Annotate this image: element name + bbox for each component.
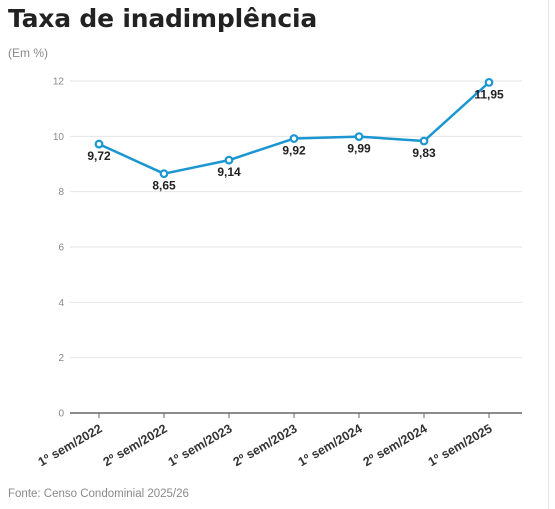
- y-tick-label: 4: [58, 298, 64, 309]
- data-points: [94, 77, 494, 179]
- data-point: [224, 155, 234, 165]
- y-tick-label: 10: [53, 132, 65, 143]
- y-tick-label: 8: [58, 187, 64, 198]
- data-point: [289, 134, 299, 143]
- x-tick-label: 2º sem/2023: [231, 421, 300, 469]
- y-tick-label: 0: [58, 409, 64, 420]
- data-label: 9,99: [347, 142, 371, 156]
- x-tick-label: 1º sem/2025: [426, 421, 495, 469]
- y-tick-label: 6: [58, 243, 64, 254]
- data-point: [484, 77, 494, 87]
- data-label: 9,72: [87, 149, 111, 163]
- y-axis-ticks: 0 2 4 6 8 10 12: [53, 77, 65, 420]
- frame-edge: [548, 0, 555, 509]
- data-point: [419, 136, 429, 146]
- data-label: 9,92: [282, 144, 306, 158]
- source-note: Fonte: Censo Condominial 2025/26: [8, 488, 189, 500]
- data-labels: 9,72 8,65 9,14 9,92 9,99 9,83 11,95: [87, 87, 504, 192]
- y-tick-label: 12: [53, 77, 65, 88]
- data-label: 9,14: [217, 165, 241, 179]
- data-label: 11,95: [474, 87, 504, 101]
- data-point: [159, 169, 169, 179]
- y-tick-label: 2: [58, 353, 64, 364]
- x-tick-label: 1º sem/2022: [36, 421, 105, 469]
- data-point: [354, 132, 364, 142]
- x-tick-label: 2º sem/2024: [361, 421, 430, 469]
- chart-title: Taxa de inadimplência: [8, 4, 317, 33]
- grid-lines: [70, 80, 522, 359]
- x-tick-label: 1º sem/2024: [296, 421, 365, 469]
- data-label: 9,83: [412, 146, 436, 160]
- x-axis: [70, 412, 522, 418]
- data-label: 8,65: [152, 179, 176, 193]
- x-tick-label: 1º sem/2023: [166, 421, 235, 469]
- data-point: [94, 139, 104, 149]
- chart-subtitle: (Em %): [8, 46, 48, 60]
- x-tick-label: 2º sem/2022: [101, 421, 170, 469]
